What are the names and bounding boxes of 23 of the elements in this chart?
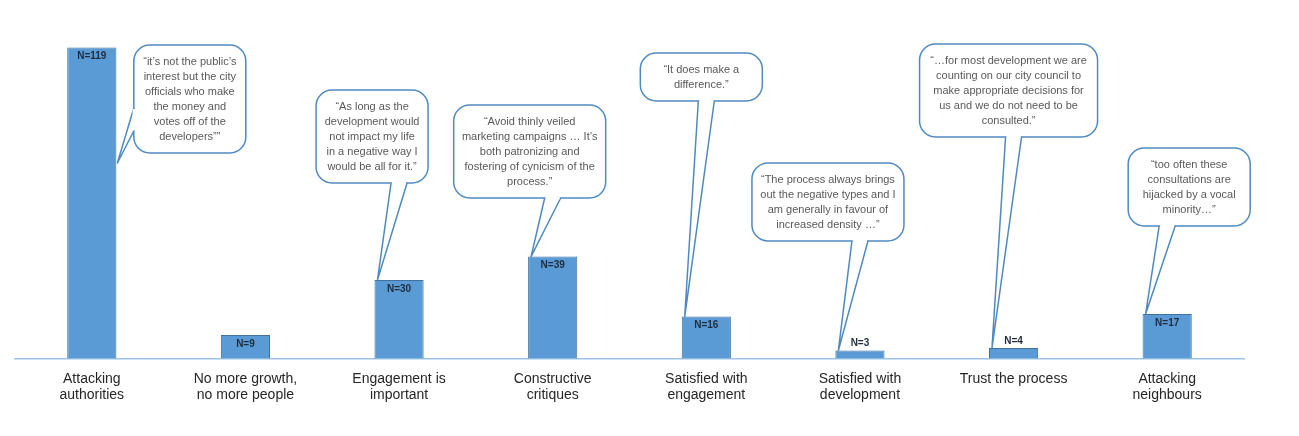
annotation: “it’s not the public’s interest but the city officials who make the money and votes off of the developers”” [142, 54, 238, 144]
data-label: N=17 [1155, 316, 1180, 328]
annotation: “It does make a difference.” [662, 62, 741, 92]
annotation: “As long as the development would not impact my life in a negative way I would be all for it.” [323, 99, 421, 174]
x-tick-label: Attacking authorities [59, 369, 125, 403]
data-label: N=16 [694, 319, 719, 331]
data-label: N=119 [77, 50, 107, 62]
x-tick-label: Satisfied with engagement [665, 369, 748, 403]
x-tick-label: Trust the process [959, 369, 1068, 386]
x-tick-label: No more growth, no more people [193, 369, 298, 403]
x-tick-label: Attacking neighbours [1132, 369, 1202, 403]
data-label: N=4 [1004, 334, 1024, 346]
annotation: “too often these consultations are hijacked by a vocal minority…” [1141, 157, 1237, 217]
annotation: “…for most development we are counting on our city council to make appropriate decisions for us and we do not need to be consulted.” [929, 53, 1088, 128]
x-tick-label: Constructive critiques [513, 369, 592, 403]
annotation: “Avoid thinly veiled marketing campaigns … It’s both patronizing and fostering of cynicism of the process.” [460, 114, 599, 189]
x-tick-label: Engagement is important [352, 369, 446, 403]
data-label: N=3 [850, 337, 870, 349]
annotation: “The process always brings out the negative types and I am generally in favour of increased density …” [759, 172, 897, 232]
data-label: N=39 [540, 259, 566, 271]
data-label: N=9 [236, 337, 256, 349]
data-label: N=30 [386, 282, 412, 294]
x-tick-label: Satisfied with development [818, 369, 902, 403]
